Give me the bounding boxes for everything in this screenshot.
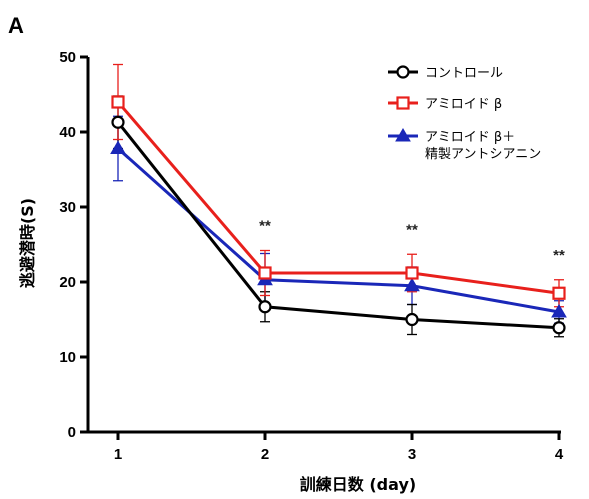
axes: 0 10 20 30 40 50 1 2 3 4: [59, 49, 564, 463]
y-tick-label: 0: [68, 424, 76, 441]
y-tick-label: 40: [59, 124, 76, 141]
y-tick-label: 30: [59, 199, 76, 216]
legend-label: コントロール: [425, 66, 503, 81]
series-line-0: [116, 121, 560, 330]
y-axis-title: 逃避潜時(S): [18, 198, 37, 288]
significance-marker: **: [553, 247, 565, 264]
legend-label: 精製アントシアニン: [425, 147, 541, 162]
y-tick-label: 20: [59, 274, 76, 291]
data-point: [404, 277, 420, 292]
legend-marker: [395, 128, 411, 142]
x-tick-label: 1: [114, 446, 122, 463]
annotation-layer: ** ** **: [259, 218, 565, 264]
x-axis-title: 訓練日数 (day): [300, 475, 416, 494]
significance-marker: **: [259, 218, 271, 235]
data-point: [405, 266, 419, 280]
data-point: [258, 300, 272, 314]
legend-marker: [396, 96, 410, 110]
y-tick-label: 50: [59, 49, 76, 66]
data-point: [552, 321, 566, 335]
series-points-2: [110, 140, 567, 318]
legend-marker: [396, 65, 410, 79]
data-point: [552, 286, 566, 300]
x-tick-label: 2: [261, 446, 269, 463]
legend-item-0: コントロール: [388, 65, 503, 81]
series-line-2: [117, 147, 560, 314]
legend-item-2: アミロイド β＋ 精製アントシアニン: [388, 128, 541, 162]
data-point: [405, 312, 419, 327]
data-point: [111, 115, 125, 129]
legend-label: アミロイド β: [425, 97, 502, 112]
series-layer: [110, 63, 567, 338]
data-point: [258, 266, 272, 280]
series-line-1: [116, 101, 560, 295]
legend-label: アミロイド β＋: [425, 130, 515, 145]
significance-marker: **: [406, 221, 418, 238]
data-point: [111, 95, 125, 109]
data-point: [110, 140, 126, 154]
legend-item-1: アミロイド β: [388, 96, 502, 112]
series-points-1: [111, 95, 566, 300]
series-points-0: [111, 115, 566, 335]
panel-label: A: [8, 13, 24, 38]
x-tick-label: 3: [408, 446, 416, 463]
data-point: [551, 304, 567, 318]
x-tick-label: 4: [555, 446, 564, 463]
y-tick-label: 10: [59, 349, 76, 366]
